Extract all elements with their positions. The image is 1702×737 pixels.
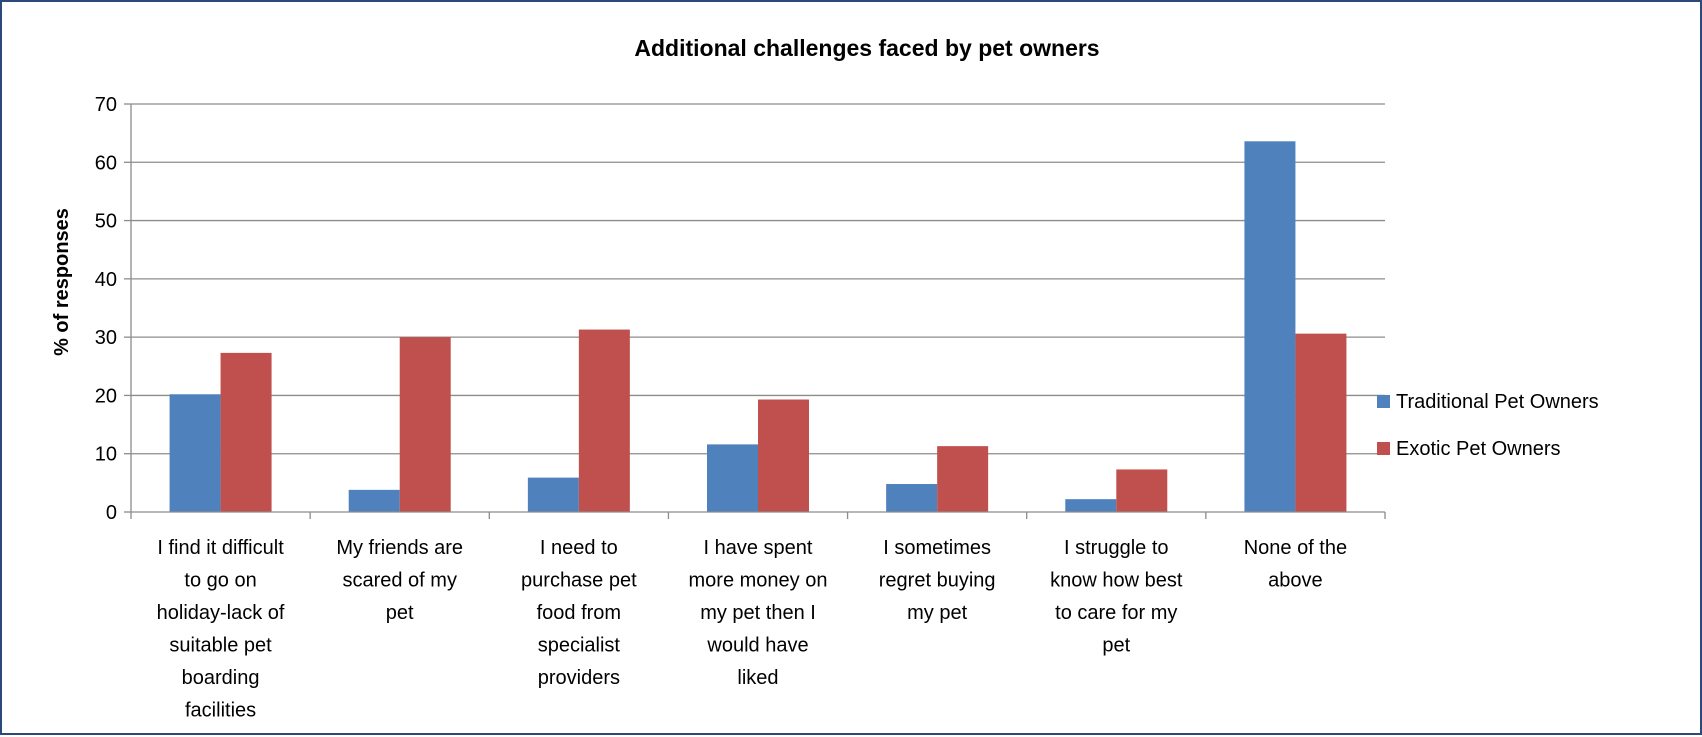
y-tick-label: 10 (95, 444, 117, 466)
x-tick-label-line: I sometimes (883, 537, 991, 559)
exotic-bar (220, 352, 272, 512)
legend-label: Exotic Pet Owners (1396, 438, 1561, 460)
y-tick-label: 50 (95, 211, 117, 233)
exotic-bar (937, 446, 989, 512)
x-tick-label-line: boarding (182, 667, 260, 689)
y-tick-label: 30 (95, 327, 117, 349)
exotic-bar (1116, 469, 1168, 512)
x-tick-label-line: to go on (184, 570, 256, 592)
x-tick-label-line: my pet (907, 602, 967, 624)
x-tick-label-line: I need to (540, 537, 618, 559)
x-tick-label-line: I struggle to (1064, 537, 1169, 559)
legend-swatch (1377, 395, 1390, 408)
x-tick-label-line: food from (537, 602, 621, 624)
y-tick-label: 70 (95, 94, 117, 116)
x-tick-label: I need to purchase pet food from specialist… (521, 537, 637, 689)
traditional-bar (1244, 141, 1296, 512)
legend-label: Traditional Pet Owners (1396, 391, 1599, 413)
x-tick-label-line: liked (737, 667, 778, 689)
x-tick-label-line: my pet then I (700, 602, 816, 624)
x-tick-label-line: to care for my (1055, 602, 1177, 624)
x-axis-tick-labels: I find it difficult to go on holiday-lack … (157, 537, 1347, 722)
x-tick-label-line: pet (1102, 635, 1130, 657)
x-tick-label-line: above (1268, 570, 1323, 592)
x-tick-label-line: I find it difficult (157, 537, 284, 559)
x-tick-label: I find it difficult to go on holiday-lack … (157, 537, 285, 722)
x-tick-label-line: specialist (538, 635, 621, 657)
x-tick-label-line: pet (386, 602, 414, 624)
y-tick-label: 40 (95, 269, 117, 291)
exotic-bar (1295, 333, 1347, 512)
x-tick-label-line: purchase pet (521, 570, 637, 592)
legend-swatch (1377, 442, 1390, 455)
chart-title: Additional challenges faced by pet owner… (634, 35, 1099, 61)
exotic-bar (399, 337, 451, 512)
y-tick-label: 0 (106, 502, 117, 524)
x-tick-label: I sometimes regret buying my pet (879, 537, 996, 624)
legend: Traditional Pet Owners Exotic Pet Owners (1377, 391, 1599, 460)
y-tick-label: 60 (95, 152, 117, 174)
x-tick-label: I struggle to know how best to care for my… (1050, 537, 1183, 657)
x-tick-label-line: more money on (689, 570, 828, 592)
x-tick-label-line: holiday-lack of (157, 602, 285, 624)
y-axis-label: % of responses (51, 208, 73, 356)
gridlines (131, 103, 1385, 455)
x-tick-label-line: providers (538, 667, 620, 689)
traditional-bar (707, 444, 758, 512)
traditional-bar (169, 394, 221, 512)
exotic-bar (578, 329, 630, 512)
x-tick-label-line: would have (706, 635, 808, 657)
x-tick-label-line: I have spent (704, 537, 813, 559)
traditional-bar (1065, 499, 1117, 512)
traditional-bar (886, 484, 938, 512)
x-axis (130, 104, 1386, 519)
traditional-bar (348, 489, 400, 512)
x-tick-label: My friends are scared of my pet (336, 537, 463, 624)
x-tick-label-line: scared of my (342, 570, 456, 592)
x-tick-label-line: My friends are (336, 537, 463, 559)
x-tick-label-line: suitable pet (169, 635, 272, 657)
x-tick-label-line: regret buying (879, 570, 996, 592)
x-tick-label-line: None of the (1244, 537, 1347, 559)
traditional-bar (527, 477, 579, 512)
x-tick-label-line: know how best (1050, 570, 1183, 592)
y-tick-label: 20 (95, 385, 117, 407)
bars (169, 141, 1347, 512)
y-axis-ticks: 0 10 20 30 40 50 60 70 (95, 94, 131, 524)
x-tick-label-line: facilities (185, 700, 256, 722)
x-tick-label: None of the above (1244, 537, 1347, 592)
x-tick-label: I have spent more money on my pet then I wo… (689, 537, 828, 689)
exotic-bar (758, 399, 809, 512)
